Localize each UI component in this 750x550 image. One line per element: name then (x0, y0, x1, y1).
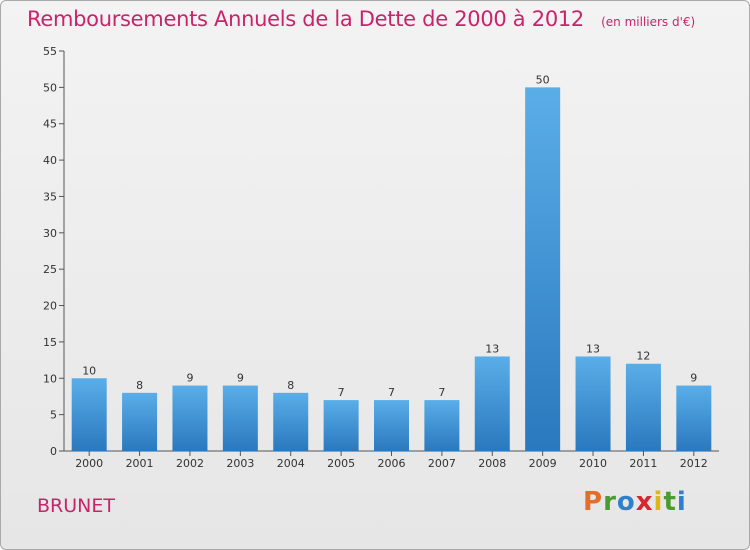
chart-title-row: Remboursements Annuels de la Dette de 20… (27, 7, 695, 31)
logo-letter: t (663, 487, 677, 517)
y-tick-label: 10 (43, 372, 57, 385)
y-axis: 0 5 10 15 20 25 30 35 40 45 50 55 (43, 45, 65, 458)
x-tick-label: 2001 (126, 457, 154, 470)
logo-letter: o (616, 487, 636, 517)
y-tick-label: 15 (43, 336, 57, 349)
bar-2009 (525, 87, 561, 451)
bar-2006 (374, 400, 409, 451)
x-tick-label: 2009 (529, 457, 557, 470)
bar-value-label: 9 (690, 372, 697, 385)
bar-value-label: 9 (237, 372, 244, 385)
bar-value-label: 7 (438, 386, 445, 399)
bar-2008 (474, 356, 510, 451)
bar-value-label: 13 (586, 342, 600, 355)
bar-2002 (172, 385, 208, 451)
bar-2000 (71, 378, 107, 451)
y-tick-label: 40 (43, 154, 57, 167)
bar-value-label: 12 (636, 350, 650, 363)
bar-value-label: 13 (485, 342, 499, 355)
x-tick-label: 2012 (680, 457, 708, 470)
bar-value-label: 9 (186, 372, 193, 385)
bar-2004 (273, 392, 309, 451)
y-tick-label: 0 (50, 445, 57, 458)
x-tick-label: 2010 (579, 457, 607, 470)
y-tick-label: 35 (43, 190, 57, 203)
chart-subtitle: (en milliers d'€) (601, 15, 696, 29)
bar-value-label: 8 (287, 379, 294, 392)
bar-2012 (676, 385, 712, 451)
bar-value-label: 7 (338, 386, 345, 399)
proxiti-logo: Proxiti (583, 487, 687, 517)
bar-value-label: 7 (388, 386, 395, 399)
x-tick-label: 2005 (327, 457, 355, 470)
bar-2001 (122, 392, 158, 451)
logo-letter: r (603, 487, 617, 517)
bar-value-label: 50 (536, 73, 550, 86)
x-tick-label: 2007 (428, 457, 456, 470)
bar-2007 (424, 400, 460, 451)
x-axis: 2000 2001 2002 2003 2004 2005 2006 2007 2008 2009… (64, 450, 719, 470)
bar-value-label: 8 (136, 379, 143, 392)
y-tick-label: 20 (43, 300, 57, 313)
y-tick-label: 50 (43, 81, 57, 94)
x-tick-label: 2004 (277, 457, 305, 470)
bar-2010 (575, 356, 611, 451)
x-tick-label: 2003 (226, 457, 254, 470)
x-tick-label: 2000 (75, 457, 103, 470)
y-tick-label: 30 (43, 227, 57, 240)
logo-letter: x (635, 487, 654, 517)
logo-letter: i (653, 487, 664, 517)
bars: 10 8 9 9 8 7 7 7 13 50 13 12 9 (71, 73, 712, 451)
x-tick-label: 2002 (176, 457, 204, 470)
bar-value-label: 10 (82, 364, 96, 377)
x-tick-label: 2008 (478, 457, 506, 470)
bar-2003 (222, 385, 258, 451)
y-tick-label: 25 (43, 263, 57, 276)
x-tick-label: 2006 (378, 457, 406, 470)
bar-2005 (323, 400, 359, 451)
commune-name: BRUNET (37, 495, 115, 517)
y-tick-label: 5 (50, 409, 57, 422)
x-tick-label: 2011 (629, 457, 657, 470)
y-tick-label: 55 (43, 45, 57, 58)
logo-letter: P (583, 487, 604, 517)
chart-title: Remboursements Annuels de la Dette de 20… (27, 7, 584, 31)
logo-letter: i (676, 487, 687, 517)
y-tick-label: 45 (43, 118, 57, 131)
bar-2011 (625, 363, 661, 451)
